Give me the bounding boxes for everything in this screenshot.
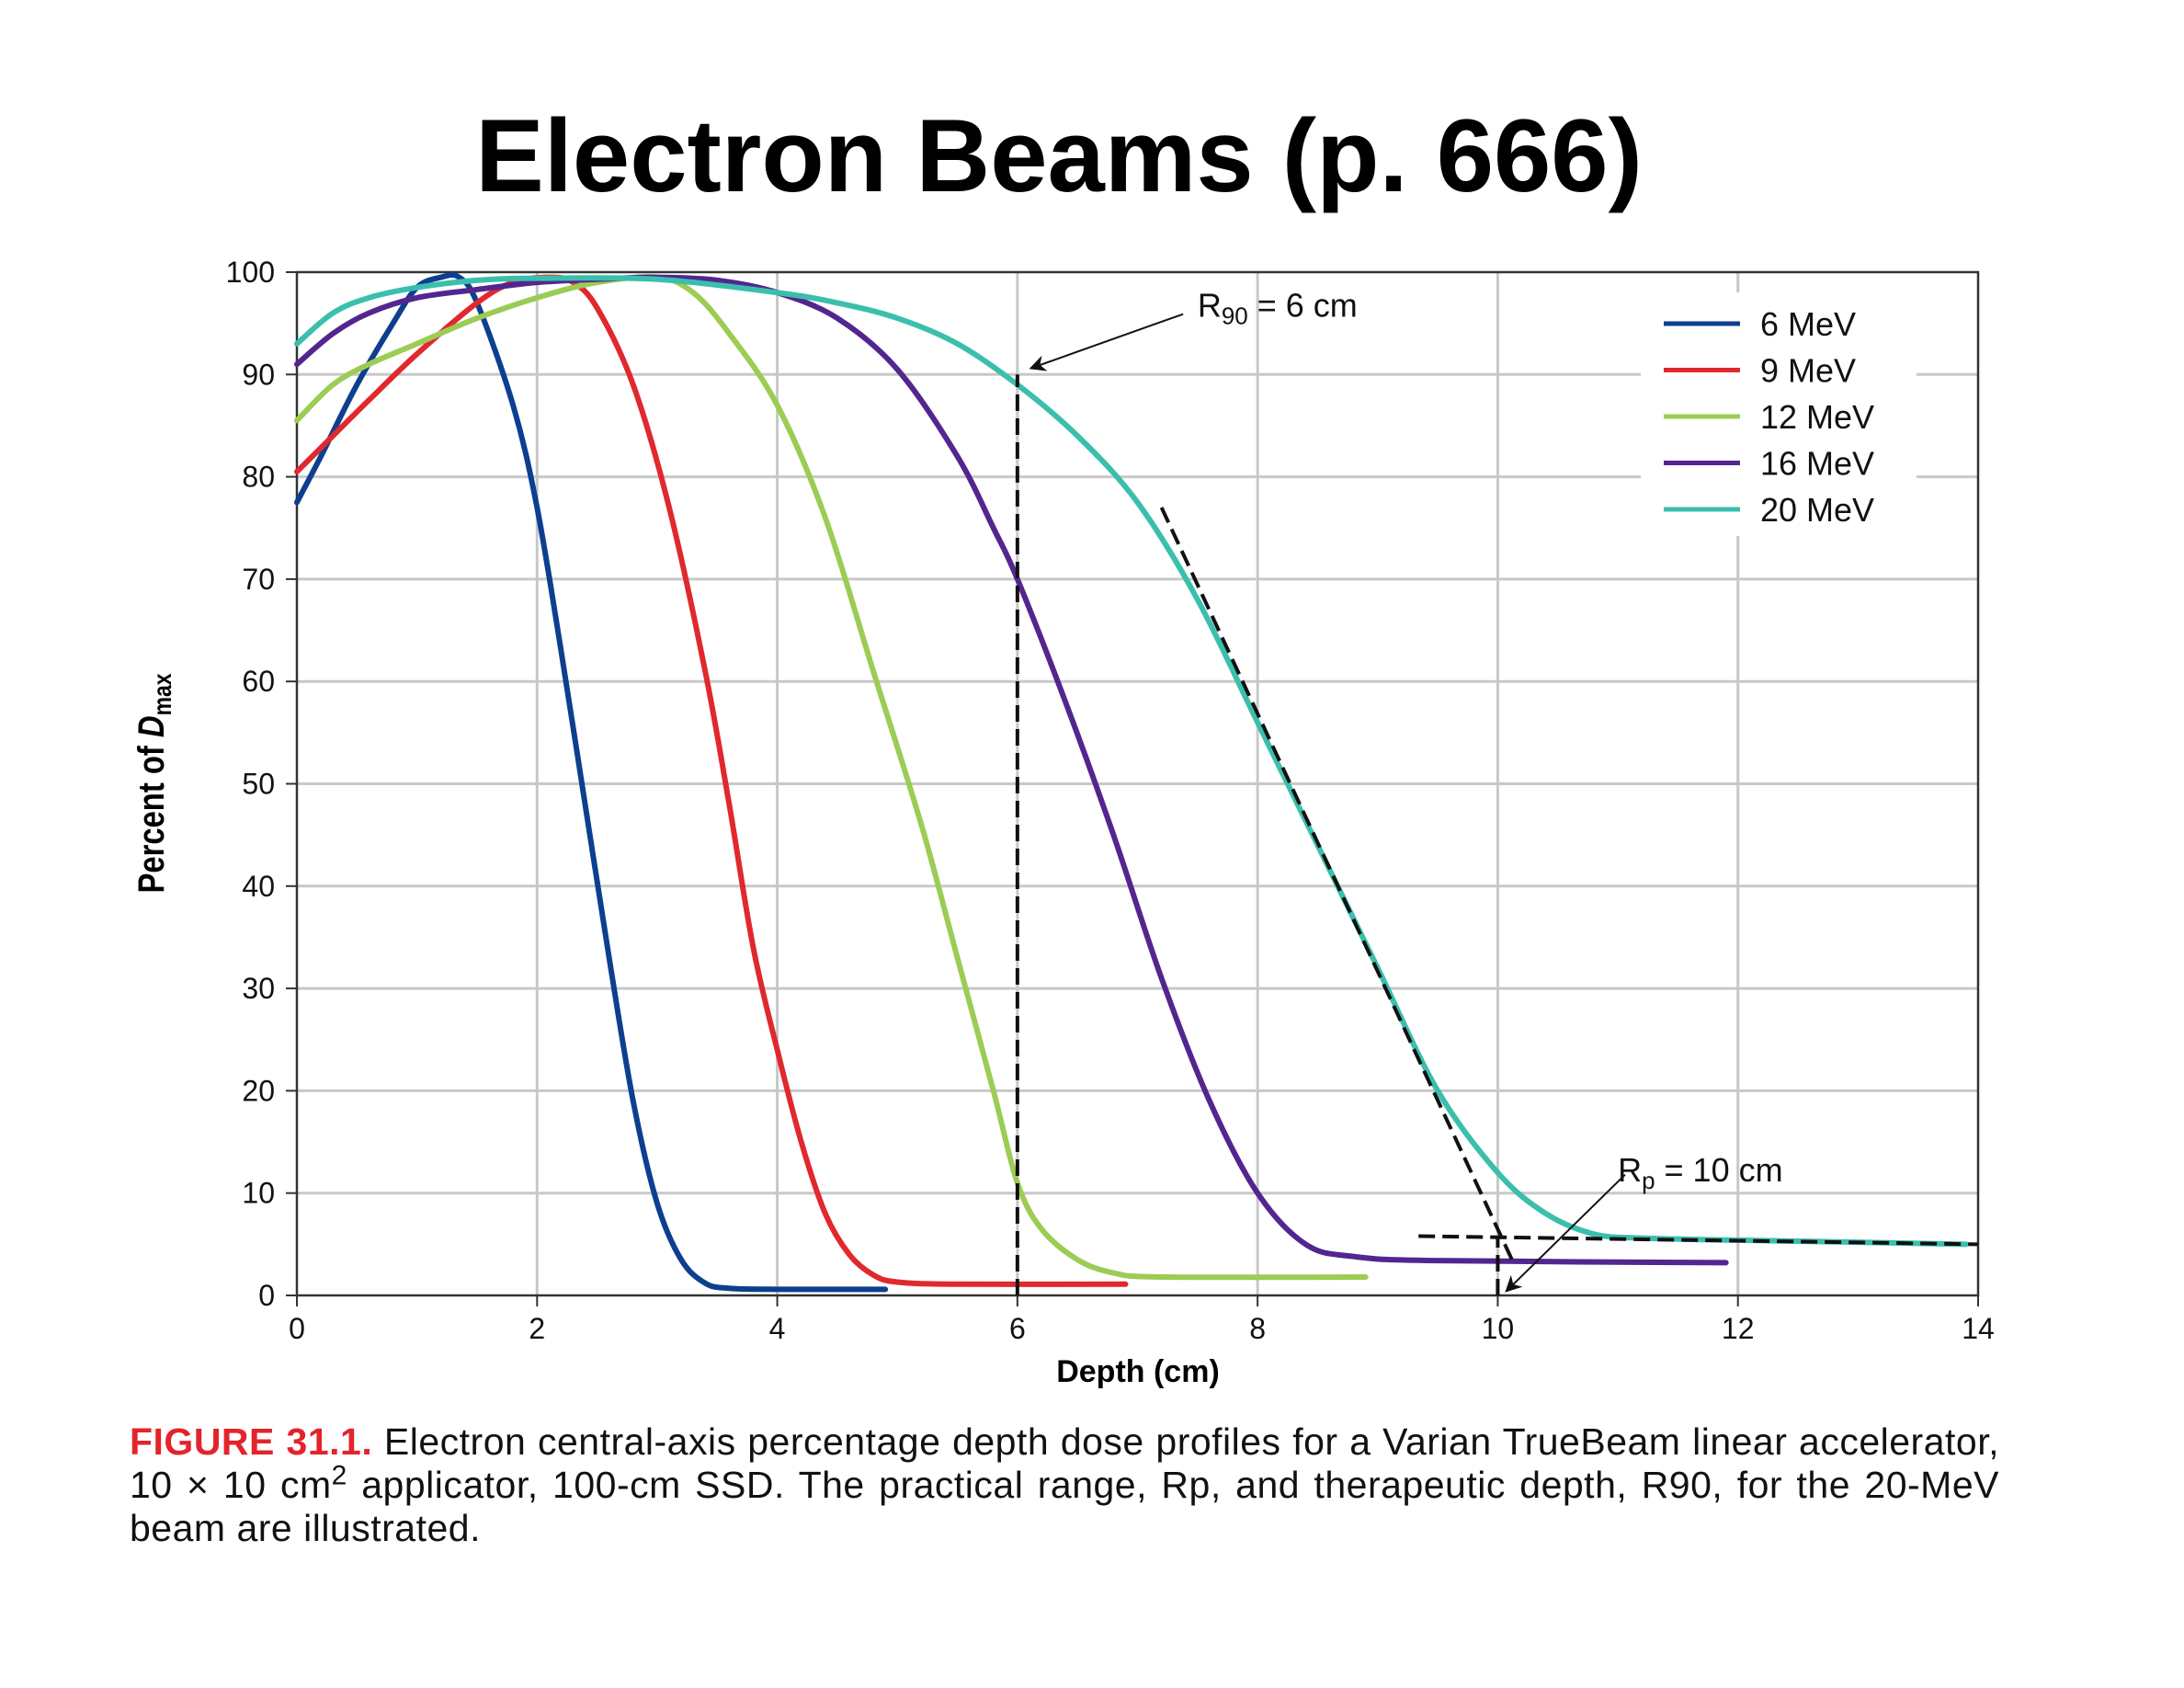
- y-tick-label: 0: [258, 1279, 275, 1312]
- legend-label: 16 MeV: [1760, 445, 1874, 483]
- reference-lines: [1015, 374, 1979, 1295]
- figure-caption: FIGURE 31.1. Electron central-axis perce…: [130, 1420, 1999, 1550]
- x-tick-label: 10: [1482, 1312, 1515, 1345]
- y-tick-label: 10: [242, 1177, 275, 1210]
- reference-line-falloff-tangent: [1159, 507, 1516, 1264]
- series-line-12-mev: [294, 274, 1369, 1281]
- annotation-subscript: 90: [1222, 302, 1248, 330]
- x-tick-label: 8: [1249, 1312, 1266, 1345]
- annotation-arrow-rp: [1505, 1173, 1626, 1293]
- y-tick-label: 80: [242, 461, 275, 494]
- y-tick-label: 40: [242, 870, 275, 903]
- y-tick-label: 90: [242, 358, 275, 391]
- y-axis-label-symbol: D: [131, 715, 172, 737]
- y-tick-label: 30: [242, 972, 275, 1005]
- legend-label: 6 MeV: [1760, 305, 1856, 343]
- x-tick-label: 12: [1722, 1312, 1755, 1345]
- legend-label: 9 MeV: [1760, 352, 1856, 390]
- series-line-16-mev: [294, 274, 1729, 1266]
- annotation-value: = 10 cm: [1655, 1151, 1783, 1189]
- x-axis-label: Depth (cm): [1056, 1354, 1220, 1389]
- caption-superscript: 2: [331, 1460, 347, 1491]
- plot-frame: [295, 270, 1980, 1297]
- annotation-symbol: R: [1618, 1151, 1642, 1189]
- legend-label: 20 MeV: [1760, 491, 1874, 529]
- annotation-arrow-r90: [1029, 313, 1184, 371]
- reference-line-bremsstrahlung-tail: [1418, 1234, 1979, 1247]
- y-tick-label: 70: [242, 563, 275, 596]
- series-line-6-mev: [294, 272, 889, 1293]
- annotation-label-rp: Rp = 10 cm: [1618, 1151, 1783, 1194]
- y-axis-label: Percent of Dmax: [131, 673, 177, 894]
- annotation-symbol: R: [1198, 287, 1222, 325]
- legend-label: 12 MeV: [1760, 398, 1874, 436]
- series-lines: [294, 272, 1969, 1293]
- axes: 0 2 4 6 8 10 12 14 0 10 20 30 40 50 60 70 80 90 100: [226, 256, 1995, 1345]
- caption-text-1: Electron central-axis percentage depth d…: [130, 1420, 1999, 1506]
- y-tick-label: 60: [242, 665, 275, 698]
- series-line-20-mev: [294, 275, 1969, 1248]
- x-tick-label: 2: [529, 1312, 545, 1345]
- y-tick-label: 50: [242, 768, 275, 801]
- y-tick-label: 100: [226, 256, 275, 289]
- annotation-subscript: p: [1642, 1167, 1655, 1194]
- legend: 6 MeV 9 MeV 12 MeV 16 MeV 20 MeV: [1641, 292, 1917, 536]
- x-tick-label: 6: [1009, 1312, 1026, 1345]
- series-line-9-mev: [294, 274, 1129, 1287]
- caption-text-2: applicator, 100-cm SSD. The practical ra…: [130, 1464, 1999, 1549]
- y-axis-label-subscript: max: [149, 673, 177, 716]
- y-axis-label-prefix: Percent of: [131, 737, 172, 893]
- annotation-value: = 6 cm: [1248, 287, 1358, 325]
- y-tick-label: 20: [242, 1074, 275, 1107]
- x-tick-label: 14: [1962, 1312, 1995, 1345]
- x-tick-label: 0: [289, 1312, 305, 1345]
- x-tick-label: 4: [769, 1312, 786, 1345]
- annotation-label-r90: R90 = 6 cm: [1198, 287, 1358, 330]
- figure-label: FIGURE 31.1.: [130, 1420, 373, 1463]
- slide-title: Electron Beams (p. 666): [475, 98, 1643, 213]
